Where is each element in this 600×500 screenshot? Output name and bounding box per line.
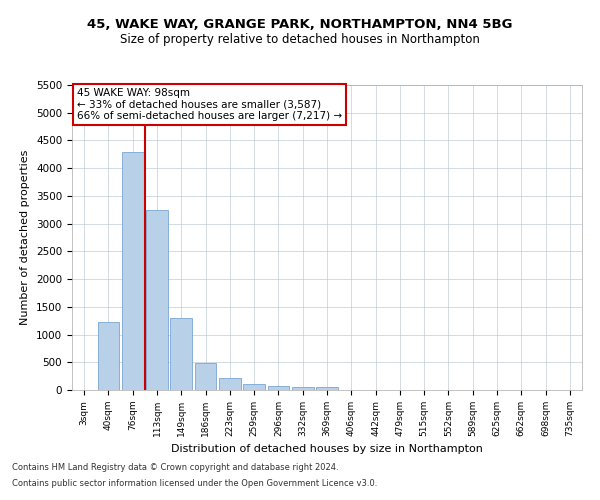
Bar (292, 387, 314, 390)
Bar (146, 210, 168, 390)
Bar (97, 322, 119, 390)
Text: 45, WAKE WAY, GRANGE PARK, NORTHAMPTON, NN4 5BG: 45, WAKE WAY, GRANGE PARK, NORTHAMPTON, … (87, 18, 513, 30)
Bar (194, 364, 217, 390)
X-axis label: Distribution of detached houses by size in Northampton: Distribution of detached houses by size … (171, 444, 483, 454)
Bar (170, 318, 192, 390)
Bar (268, 386, 289, 390)
Bar (122, 152, 143, 390)
Bar (219, 378, 241, 390)
Bar (316, 387, 338, 390)
Text: 45 WAKE WAY: 98sqm
← 33% of detached houses are smaller (3,587)
66% of semi-deta: 45 WAKE WAY: 98sqm ← 33% of detached hou… (77, 88, 342, 121)
Y-axis label: Number of detached properties: Number of detached properties (20, 150, 31, 325)
Text: Contains public sector information licensed under the Open Government Licence v3: Contains public sector information licen… (12, 478, 377, 488)
Bar (243, 384, 265, 390)
Text: Size of property relative to detached houses in Northampton: Size of property relative to detached ho… (120, 32, 480, 46)
Text: Contains HM Land Registry data © Crown copyright and database right 2024.: Contains HM Land Registry data © Crown c… (12, 464, 338, 472)
